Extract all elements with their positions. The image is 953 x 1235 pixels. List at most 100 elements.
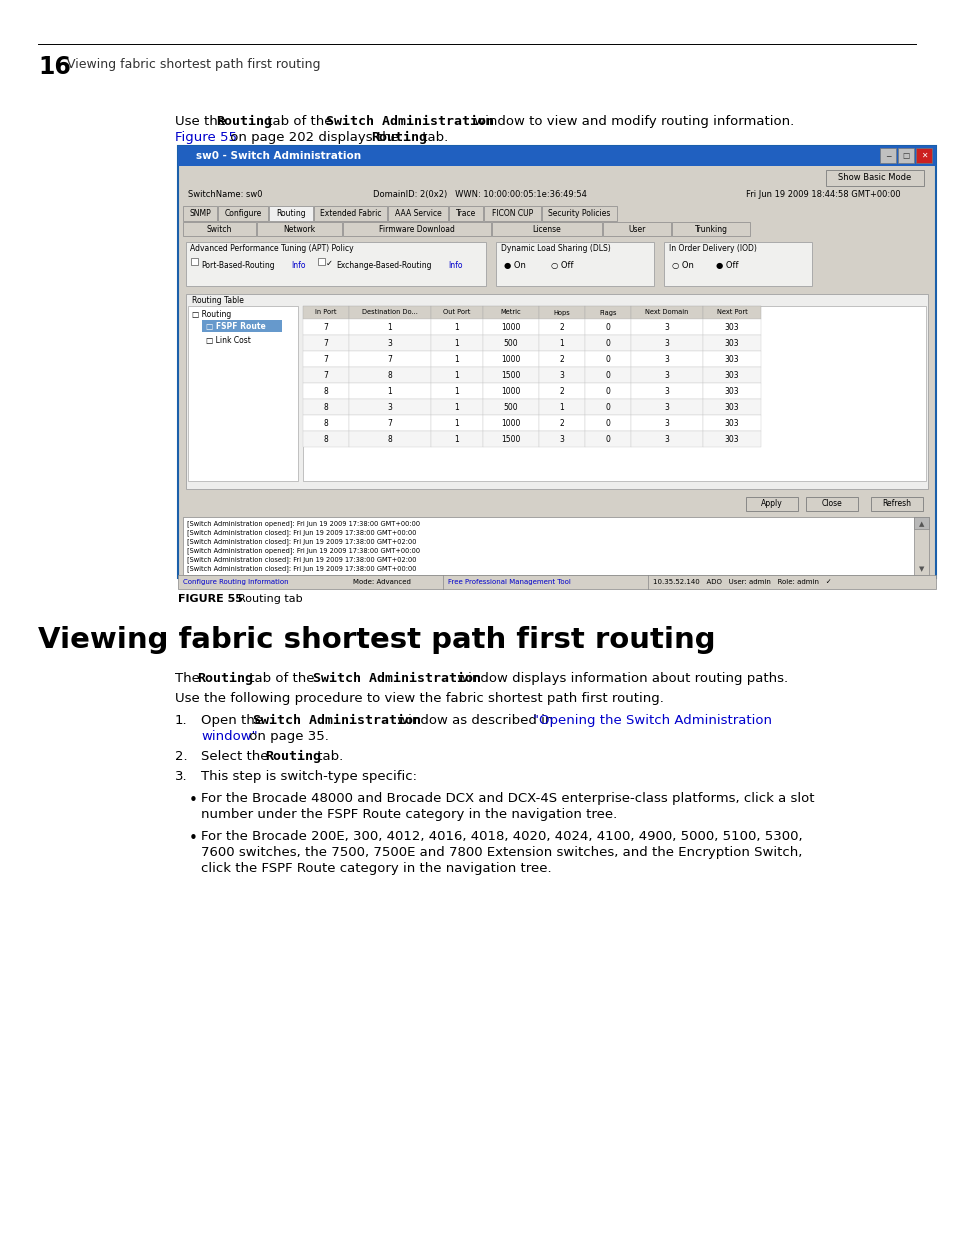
Text: Fri Jun 19 2009 18:44:58 GMT+00:00: Fri Jun 19 2009 18:44:58 GMT+00:00 xyxy=(745,190,900,199)
Bar xyxy=(915,148,931,163)
Text: 1500: 1500 xyxy=(500,435,520,443)
Bar xyxy=(538,399,584,415)
Text: Open the: Open the xyxy=(201,714,267,727)
Text: The: The xyxy=(174,672,204,685)
Text: 0: 0 xyxy=(605,338,610,347)
Bar xyxy=(256,222,341,236)
Text: Hops: Hops xyxy=(553,310,570,315)
Text: Configure Routing Information: Configure Routing Information xyxy=(183,579,289,585)
Text: ▼: ▼ xyxy=(919,566,923,572)
Text: SwitchName: sw0: SwitchName: sw0 xyxy=(188,190,262,199)
Text: 7: 7 xyxy=(323,338,328,347)
Text: 1000: 1000 xyxy=(500,322,520,331)
Bar xyxy=(702,306,760,319)
Bar xyxy=(303,383,349,399)
Text: 1: 1 xyxy=(455,354,459,363)
Text: 8: 8 xyxy=(323,435,328,443)
Bar xyxy=(482,399,538,415)
Text: ✓: ✓ xyxy=(326,259,333,268)
Text: 303: 303 xyxy=(724,435,739,443)
Text: ─: ─ xyxy=(884,151,889,161)
Bar xyxy=(303,306,349,319)
Text: sw0 - Switch Administration: sw0 - Switch Administration xyxy=(195,151,361,161)
Bar xyxy=(702,431,760,447)
Text: Routing: Routing xyxy=(196,672,253,685)
Text: Out Port: Out Port xyxy=(443,310,470,315)
Text: Routing: Routing xyxy=(265,750,320,763)
Text: 303: 303 xyxy=(724,370,739,379)
Bar xyxy=(431,306,482,319)
Text: [Switch Administration closed]: Fri Jun 19 2009 17:38:00 GMT+00:00: [Switch Administration closed]: Fri Jun … xyxy=(187,529,416,536)
Text: Refresh: Refresh xyxy=(882,499,910,509)
Bar xyxy=(186,242,485,287)
Text: Routing tab: Routing tab xyxy=(237,594,302,604)
Bar xyxy=(584,383,630,399)
Text: 2: 2 xyxy=(559,322,564,331)
Text: Info: Info xyxy=(291,261,305,270)
Text: Extended Fabric: Extended Fabric xyxy=(319,209,381,219)
Bar xyxy=(913,517,928,529)
Text: ○ Off: ○ Off xyxy=(551,261,573,270)
Bar xyxy=(702,351,760,367)
Bar xyxy=(630,399,702,415)
Bar xyxy=(584,351,630,367)
Text: 0: 0 xyxy=(605,354,610,363)
Text: Free Professional Management Tool: Free Professional Management Tool xyxy=(448,579,570,585)
Text: Select the: Select the xyxy=(201,750,273,763)
Text: 303: 303 xyxy=(724,354,739,363)
Text: 1: 1 xyxy=(455,403,459,411)
Bar xyxy=(303,319,349,335)
Bar xyxy=(482,415,538,431)
Bar xyxy=(449,206,482,221)
Text: 3: 3 xyxy=(664,435,669,443)
Text: •: • xyxy=(189,831,197,846)
Text: In Port: In Port xyxy=(314,310,336,315)
Text: Viewing fabric shortest path first routing: Viewing fabric shortest path first routi… xyxy=(67,58,320,70)
Text: [Switch Administration closed]: Fri Jun 19 2009 17:38:00 GMT+02:00: [Switch Administration closed]: Fri Jun … xyxy=(187,538,416,545)
Text: Switch Administration: Switch Administration xyxy=(253,714,420,727)
Bar xyxy=(702,367,760,383)
Text: on page 35.: on page 35. xyxy=(245,730,329,743)
Text: Info: Info xyxy=(448,261,462,270)
Bar xyxy=(431,367,482,383)
Bar xyxy=(702,319,760,335)
Text: 3.: 3. xyxy=(174,769,188,783)
Bar xyxy=(349,306,431,319)
Bar xyxy=(541,206,617,221)
Text: Security Policies: Security Policies xyxy=(548,209,610,219)
Text: Configure: Configure xyxy=(224,209,261,219)
Bar xyxy=(825,170,923,186)
Bar xyxy=(349,383,431,399)
Text: 303: 303 xyxy=(724,403,739,411)
Text: tab.: tab. xyxy=(313,750,343,763)
Text: 1500: 1500 xyxy=(500,370,520,379)
Text: 3: 3 xyxy=(664,419,669,427)
Text: Next Domain: Next Domain xyxy=(644,310,688,315)
Text: 1: 1 xyxy=(455,322,459,331)
Bar xyxy=(431,319,482,335)
Bar xyxy=(202,320,282,332)
Text: FIGURE 55: FIGURE 55 xyxy=(178,594,243,604)
Bar xyxy=(388,206,448,221)
Bar xyxy=(314,206,387,221)
Text: Use the following procedure to view the fabric shortest path first routing.: Use the following procedure to view the … xyxy=(174,692,663,705)
Bar xyxy=(349,351,431,367)
Text: 7600 switches, the 7500, 7500E and 7800 Extension switches, and the Encryption S: 7600 switches, the 7500, 7500E and 7800 … xyxy=(201,846,801,860)
Text: tab of the: tab of the xyxy=(263,115,336,128)
Bar xyxy=(538,383,584,399)
Bar xyxy=(913,517,928,576)
Bar xyxy=(431,335,482,351)
Text: tab of the: tab of the xyxy=(245,672,318,685)
Bar xyxy=(178,576,935,589)
Bar xyxy=(303,431,349,447)
Bar xyxy=(492,222,601,236)
Text: 7: 7 xyxy=(323,370,328,379)
Bar xyxy=(538,319,584,335)
Bar xyxy=(183,517,915,576)
Text: window to view and modify routing information.: window to view and modify routing inform… xyxy=(470,115,794,128)
Bar xyxy=(349,399,431,415)
Bar xyxy=(584,399,630,415)
Text: DomainID: 2(0x2)   WWN: 10:00:00:05:1e:36:49:54: DomainID: 2(0x2) WWN: 10:00:00:05:1e:36:… xyxy=(373,190,586,199)
Text: 3: 3 xyxy=(387,338,392,347)
Text: 303: 303 xyxy=(724,419,739,427)
